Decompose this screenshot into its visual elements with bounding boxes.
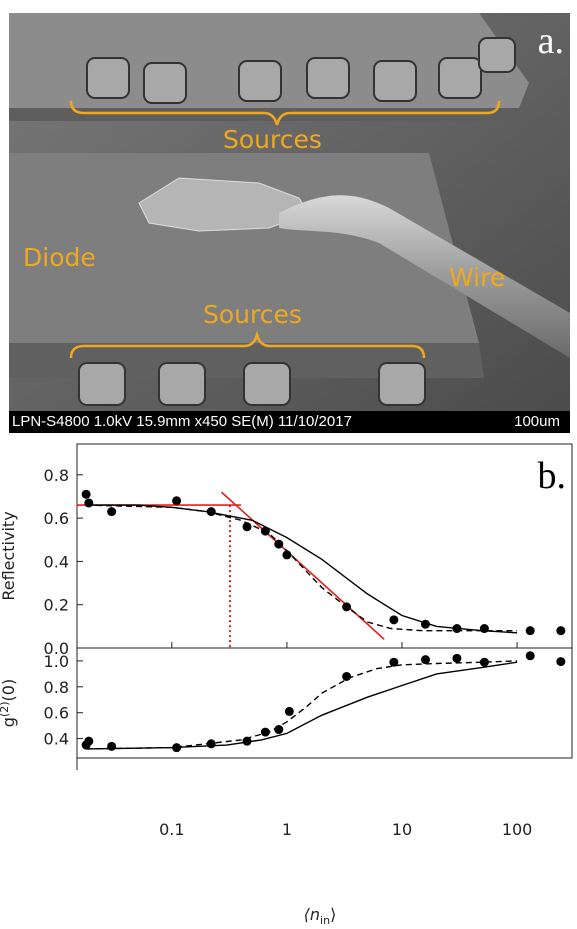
g2-point	[172, 743, 182, 753]
sources-bottom-label: Sources	[203, 300, 302, 329]
reflectivity-point	[206, 507, 216, 517]
panel-b-chart: 0.0 0.2 0.4 0.6 0.8 Reflectivity b. 0.4 0.6 0.8 1…	[0, 443, 573, 927]
y-tick-label: 0.6	[44, 509, 69, 528]
y-tick-label: 0.4	[44, 730, 69, 749]
reflectivity-plot: 0.0 0.2 0.4 0.6 0.8 Reflectivity b.	[0, 443, 573, 658]
g2-point	[556, 657, 566, 667]
g2-point	[274, 725, 284, 735]
wire-label: Wire	[449, 263, 506, 292]
panel-a-label: a.	[537, 20, 564, 62]
y-tick-label: 0.8	[44, 466, 69, 485]
g2-point	[84, 736, 94, 746]
reflectivity-point	[525, 626, 535, 636]
x-tick-label: 100	[502, 820, 533, 839]
g2-plot: 0.4 0.6 0.8 1.0 0.1 1 10 100 g(2)(0) ⟨nin⟩	[0, 647, 573, 927]
top-chip-edge	[9, 108, 519, 121]
y-tick-label: 0.0	[44, 639, 69, 658]
g2-solid-curve	[86, 661, 518, 750]
g2-dashed-curve	[86, 660, 518, 750]
reflectivity-frame	[76, 443, 573, 649]
reflectivity-point	[260, 526, 270, 536]
sem-image: Sources Sources Diode Wire a. LPN-S4800 …	[9, 13, 570, 433]
reflectivity-point	[282, 550, 292, 560]
x-tick-label: 0.1	[159, 820, 184, 839]
wire-shape	[279, 195, 570, 358]
reflectivity-point	[452, 624, 462, 634]
y-tick-label: 0.6	[44, 704, 69, 723]
reflectivity-point	[479, 624, 489, 634]
g2-point	[420, 655, 430, 665]
x-tick-label: 10	[392, 820, 412, 839]
y-tick-label: 1.0	[44, 652, 69, 671]
reflectivity-point	[107, 507, 117, 517]
reflectivity-point	[242, 522, 252, 532]
reflectivity-dashed-curve	[86, 504, 518, 632]
sem-scalebar: LPN-S4800 1.0kV 15.9mm x450 SE(M) 11/10/…	[9, 411, 570, 433]
x-axis-title: ⟨nin⟩	[304, 905, 337, 927]
reflectivity-point	[556, 626, 566, 636]
reflectivity-point	[274, 539, 284, 549]
panel-b-label: b.	[538, 455, 567, 497]
sem-info-text: LPN-S4800 1.0kV 15.9mm x450 SE(M) 11/10/…	[12, 413, 352, 430]
reflectivity-solid-curve	[86, 504, 518, 634]
g2-point	[525, 651, 535, 661]
bottom-sources	[78, 362, 426, 406]
g2-point	[389, 657, 399, 667]
y-tick-label: 0.4	[44, 552, 69, 571]
diode-label: Diode	[23, 243, 96, 272]
g2-point	[342, 671, 352, 681]
reflectivity-point	[389, 615, 399, 625]
y-tick-label: 0.2	[44, 596, 69, 615]
sem-micrograph	[9, 13, 570, 433]
sources-top-label: Sources	[223, 125, 322, 154]
g2-point	[107, 741, 117, 751]
scalebar-length: 100um	[514, 413, 560, 430]
reflectivity-point	[172, 496, 182, 506]
fit-slope-line	[220, 491, 385, 640]
reflectivity-point	[84, 498, 94, 508]
g2-point	[260, 727, 270, 737]
x-tick-label: 1	[282, 820, 292, 839]
reflectivity-axis-title: Reflectivity	[0, 511, 18, 600]
g2-point	[479, 657, 489, 667]
g2-point	[284, 706, 294, 716]
reflectivity-point	[342, 602, 352, 612]
g2-point	[452, 653, 462, 663]
bottom-chip-edge	[9, 343, 484, 378]
reflectivity-point	[420, 619, 430, 629]
reflectivity-point	[81, 489, 91, 499]
y-tick-label: 0.8	[44, 678, 69, 697]
g2-frame	[76, 647, 573, 759]
sources-bottom-brace	[69, 330, 426, 359]
top-sources	[86, 37, 516, 104]
g2-point	[242, 736, 252, 746]
g2-axis-title: g(2)(0)	[0, 679, 18, 727]
g2-point	[206, 739, 216, 749]
sources-top-brace	[69, 100, 501, 126]
